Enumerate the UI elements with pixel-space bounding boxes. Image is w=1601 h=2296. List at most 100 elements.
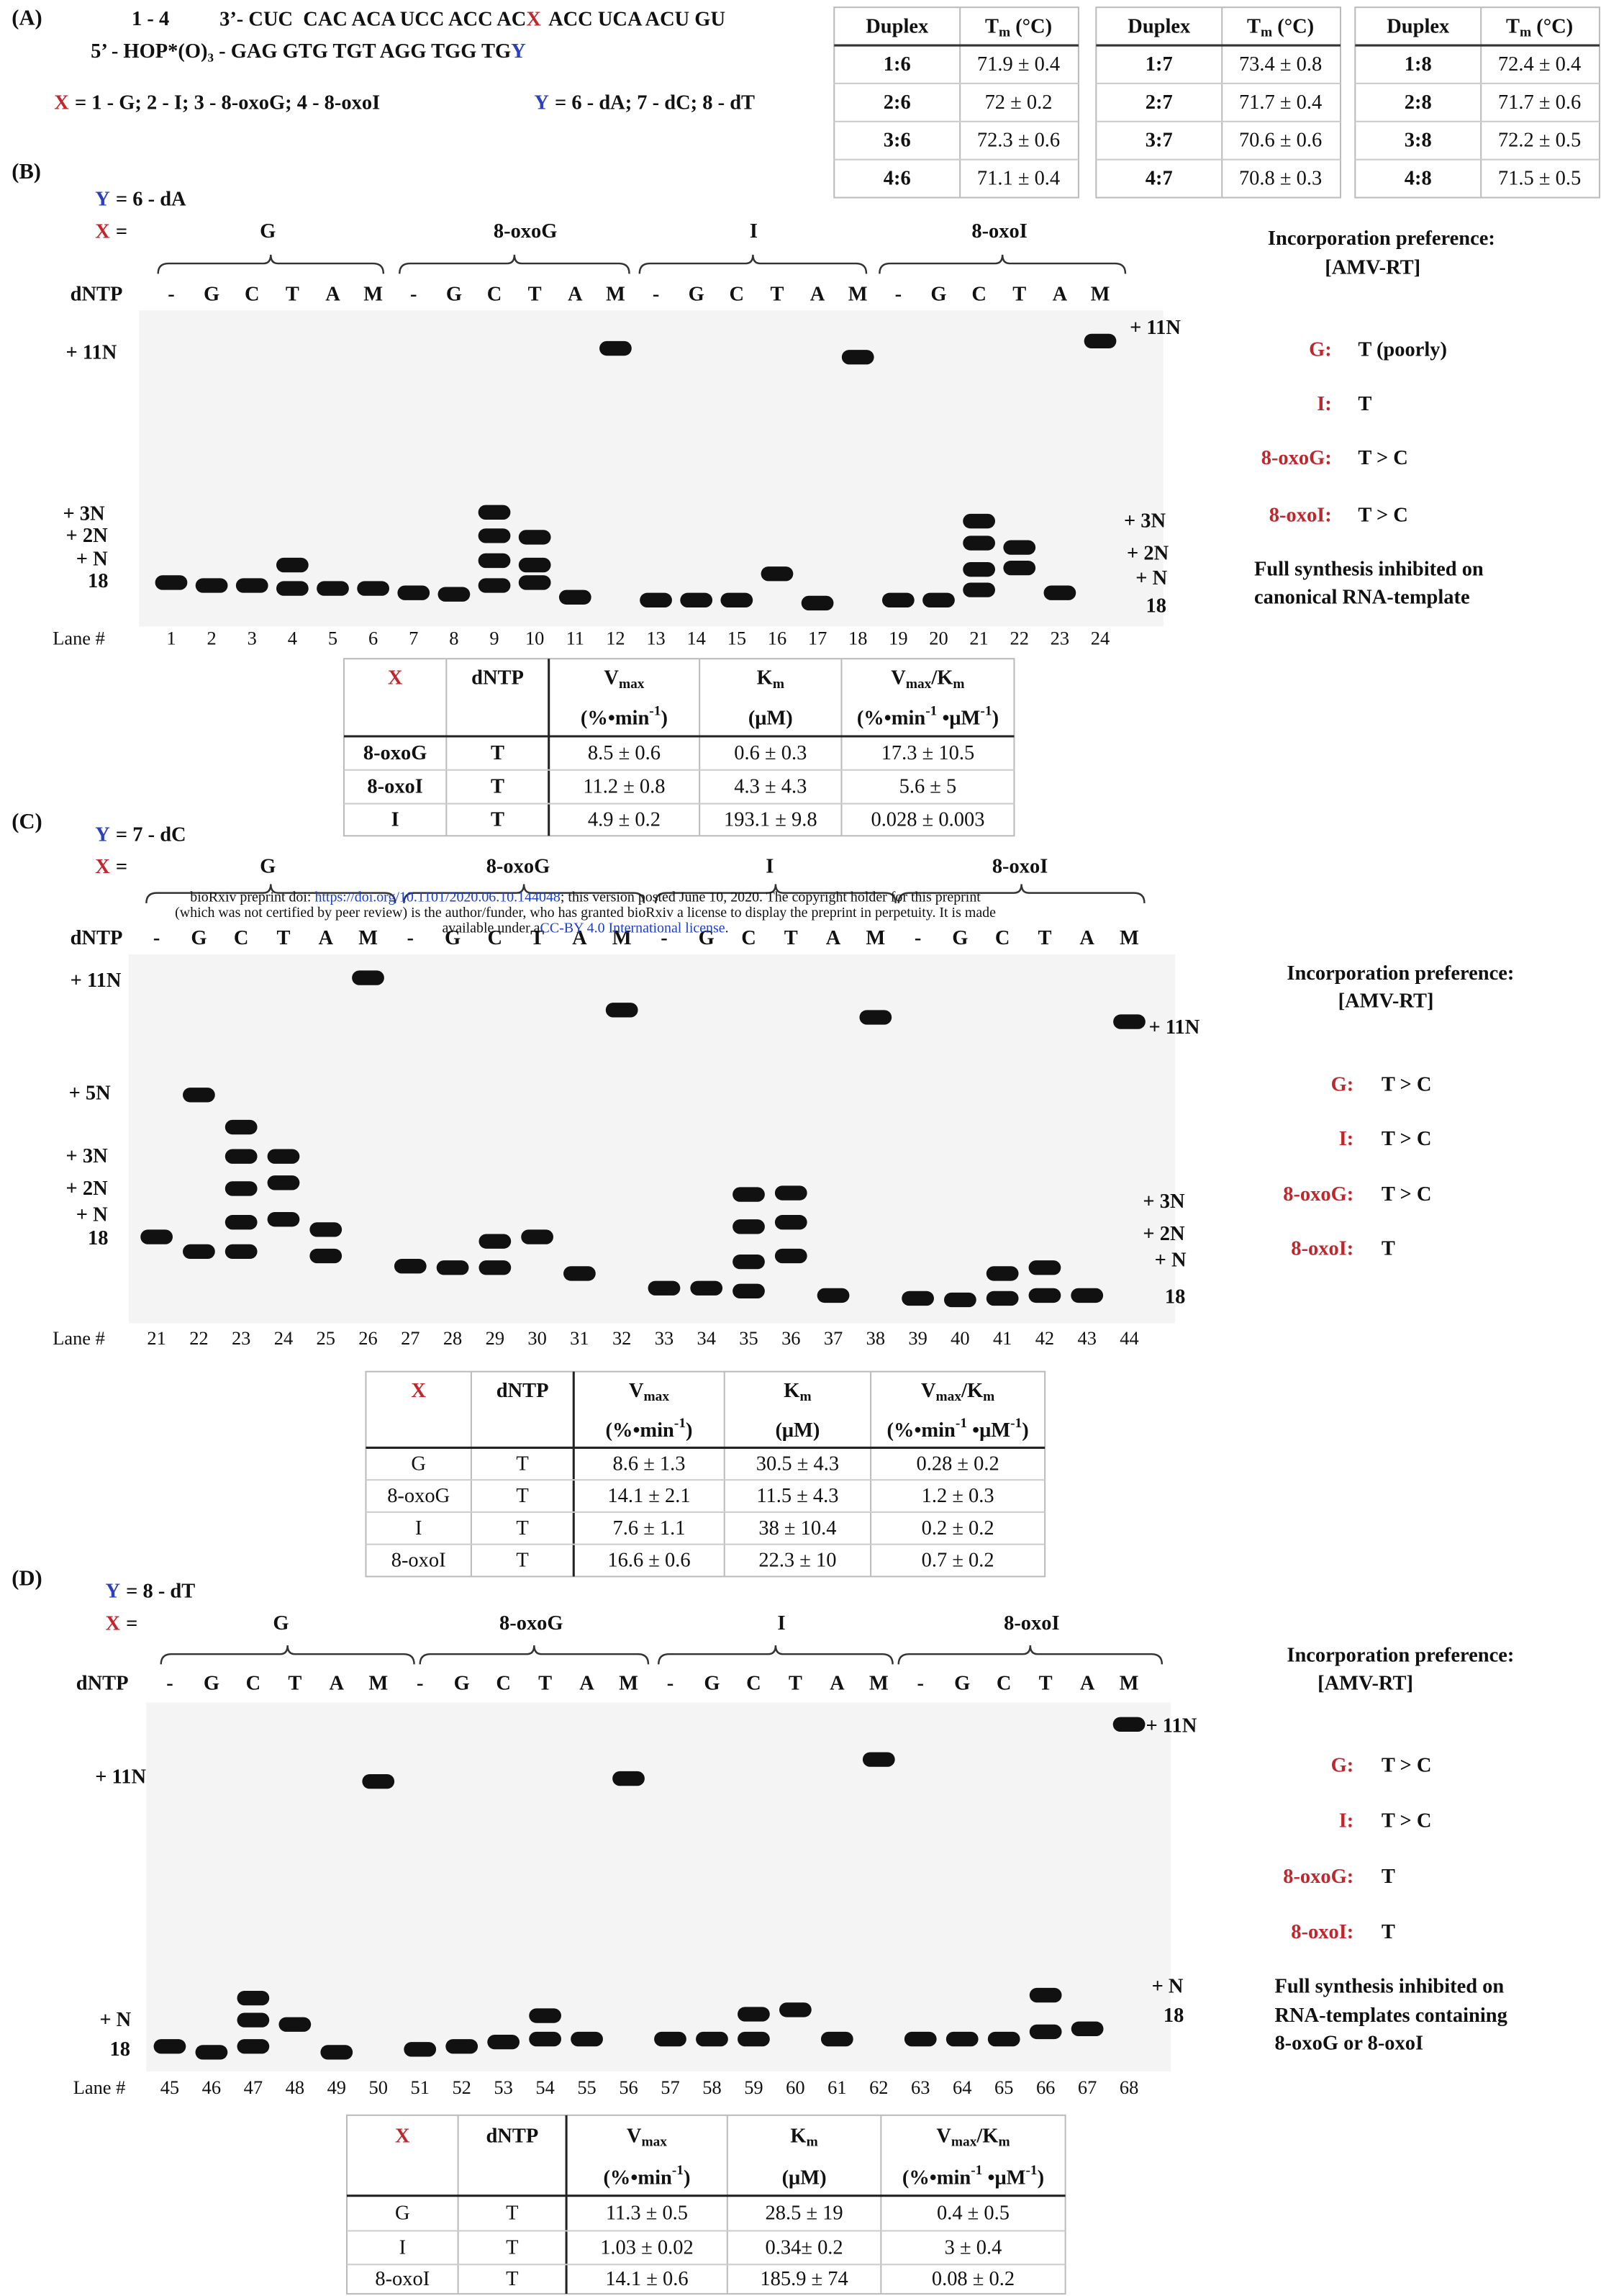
table-cell: 1.03 ± 0.02: [600, 2236, 694, 2259]
dntp: M: [869, 1672, 889, 1694]
group-label: G: [260, 856, 276, 878]
size-marker: + 2N: [1143, 1223, 1185, 1245]
table-cell: 16.6 ± 0.6: [607, 1550, 690, 1572]
lane-number: 61: [827, 2076, 846, 2098]
dntp: G: [704, 1672, 720, 1694]
table-unit-part: ): [686, 1419, 692, 1442]
dntp: G: [689, 283, 704, 305]
lane-number: 48: [286, 2076, 304, 2098]
table-cell: 70.8 ± 0.3: [1239, 168, 1322, 190]
table-header: X: [411, 1380, 426, 1402]
preference-value: T: [1358, 393, 1371, 415]
table-cell: 73.4 ± 0.8: [1239, 53, 1322, 76]
table-cell: 0.34± 0.2: [766, 2236, 843, 2259]
gel-band: [648, 1281, 681, 1296]
panel-label: (B): [12, 159, 41, 184]
table-unit-part: •μM: [982, 2166, 1025, 2189]
panel-label: (A): [12, 5, 42, 30]
table-header-part: max: [906, 676, 932, 691]
size-marker: + N: [1155, 1249, 1187, 1272]
table-cell: T: [491, 808, 504, 831]
gel-band: [733, 1284, 765, 1298]
note: RNA-templates containing: [1274, 2005, 1507, 2027]
table-header-part: m: [983, 1389, 994, 1404]
key-symbol: X: [105, 1612, 120, 1635]
table-cell: 8-oxoI: [375, 2268, 430, 2290]
gel-band: [987, 1291, 1019, 1306]
table-header-part: max: [951, 2134, 977, 2149]
dntp: M: [1091, 283, 1110, 305]
gel-band: [733, 1255, 765, 1269]
gel-band: [357, 581, 389, 595]
gel-band: [690, 1281, 722, 1296]
dntp: -: [915, 927, 921, 949]
size-marker: + 11N: [1146, 1714, 1197, 1737]
gel-band: [1003, 561, 1035, 575]
gel-band: [963, 562, 995, 577]
lane-number: 47: [244, 2076, 263, 2098]
lane-number: 2: [207, 628, 216, 649]
gel-band: [183, 1244, 215, 1259]
dntp: -: [895, 283, 902, 305]
table-header-part: /K: [930, 666, 953, 689]
group-label: I: [778, 1612, 786, 1635]
table-cell: 3:7: [1146, 130, 1173, 152]
dntp: T: [1012, 283, 1026, 305]
table-header-part: m: [999, 24, 1010, 40]
table-header: Duplex: [866, 15, 929, 37]
gel-band: [237, 1991, 269, 2005]
key: X=: [105, 1612, 137, 1635]
dntp: C: [496, 1672, 511, 1694]
table-header-part: dNTP: [471, 666, 524, 689]
table-header-part: V: [604, 666, 619, 689]
dntp: T: [528, 283, 542, 305]
table-unit-part: ): [1038, 2166, 1044, 2189]
table-cell: 0.7 ± 0.2: [922, 1550, 994, 1572]
preference-value: T: [1382, 1866, 1395, 1888]
preference-enzyme: [AMV-RT]: [1325, 257, 1420, 279]
gel-band: [1113, 1717, 1146, 1732]
table-cell: 4:8: [1405, 168, 1432, 190]
table-header-part: m: [998, 2134, 1010, 2149]
table-header-part: T: [1247, 15, 1261, 37]
table-unit-part: -1: [956, 1415, 967, 1430]
gel-band: [479, 528, 511, 543]
panel-label: (C): [12, 809, 42, 833]
table-header: Vmax/Km: [936, 2125, 1010, 2149]
table-header: dNTP: [486, 2125, 538, 2147]
table-unit-part: -1: [980, 703, 992, 718]
table-cell: 5.6 ± 5: [899, 776, 957, 798]
table-header: Vmax: [629, 1380, 669, 1404]
key: Y= 7 - dC: [95, 823, 186, 846]
size-marker: + 5N: [69, 1083, 112, 1105]
gel-band: [438, 587, 471, 602]
lane-number: 52: [452, 2076, 471, 2098]
sequence-top: 3’- CUC CAC ACA UCC ACC ACXACC UCA ACU G…: [219, 8, 725, 30]
dntp: T: [288, 1672, 301, 1694]
table-header-part: m: [773, 676, 784, 691]
preference-value: T > C: [1382, 1810, 1432, 1832]
lane-number: 25: [317, 1327, 335, 1349]
table-unit-part: (μM): [775, 1419, 820, 1442]
sequence-part: 5’ - HOP*(O)₃ - GAG GTG TGT AGG TGG TG: [91, 40, 511, 63]
panel-label: (D): [12, 1565, 42, 1590]
key: Y= 6 - dA; 7 - dC; 8 - dT: [534, 91, 755, 114]
template-label: G:: [1331, 1074, 1354, 1096]
table-header: Vmax/Km: [891, 666, 964, 691]
note: Full synthesis inhibited on: [1274, 1975, 1504, 1997]
gel-band: [733, 1187, 765, 1201]
table-unit-part: •μM: [937, 707, 980, 729]
gel-band: [1084, 334, 1117, 348]
gel-band: [519, 530, 551, 544]
watermark-line-part: bioRxiv preprint doi:: [190, 890, 314, 905]
dntp: A: [1053, 283, 1068, 305]
dntp: M: [368, 1672, 388, 1694]
gel-band: [276, 558, 309, 572]
table-cell: 71.5 ± 0.5: [1498, 168, 1581, 190]
lane-number: 21: [969, 628, 988, 649]
table-header-part: V: [629, 1380, 644, 1402]
sequence-part: 3’- CUC CAC ACA UCC ACC AC: [219, 8, 526, 30]
size-marker: 18: [1146, 595, 1166, 617]
table-cell: 1.2 ± 0.3: [922, 1485, 994, 1507]
table-cell: 8-oxoG: [387, 1485, 450, 1507]
